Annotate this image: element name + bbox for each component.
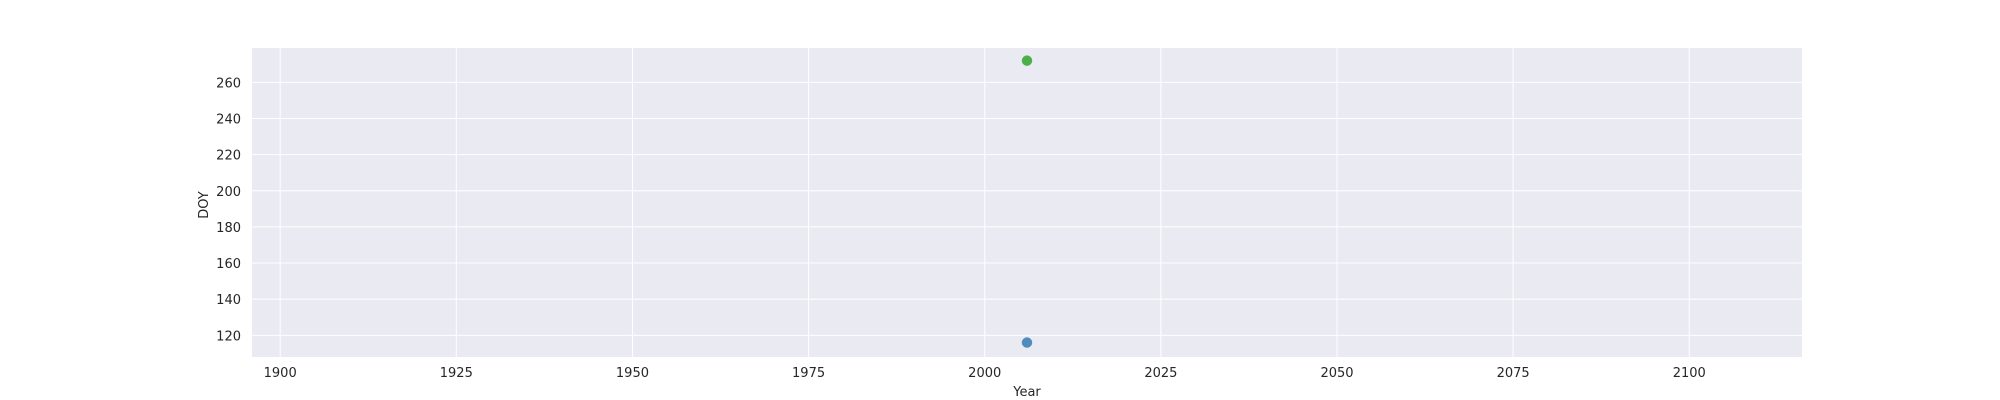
y-axis-label: DOY [197, 191, 212, 219]
x-gridlines [279, 48, 1690, 357]
x-tick-label: 2100 [1673, 366, 1706, 381]
x-tick-labels: 1900 1925 1950 1975 2000 2025 2050 2075 2100 [264, 366, 1706, 381]
x-tick-label: 1900 [264, 366, 297, 381]
plot-background [252, 48, 1802, 357]
y-tick-label: 220 [216, 149, 241, 164]
y-gridlines [252, 81, 1802, 336]
y-tick-labels: 120 140 160 180 200 220 240 260 [216, 76, 241, 344]
data-point-series-1 [1021, 337, 1033, 348]
x-tick-label: 2050 [1320, 366, 1353, 381]
y-tick-label: 160 [216, 257, 241, 272]
x-tick-label: 2000 [968, 366, 1001, 381]
x-tick-label: 1975 [792, 366, 825, 381]
x-tick-label: 1925 [440, 366, 473, 381]
x-axis-label: Year [1012, 385, 1041, 400]
x-tick-label: 1950 [616, 366, 649, 381]
x-tick-label: 2025 [1144, 366, 1177, 381]
y-tick-label: 120 [216, 329, 241, 344]
y-tick-label: 180 [216, 221, 241, 236]
x-tick-label: 2075 [1497, 366, 1530, 381]
y-tick-label: 140 [216, 293, 241, 308]
y-tick-label: 240 [216, 112, 241, 127]
data-points [1021, 55, 1033, 348]
y-tick-label: 200 [216, 185, 241, 200]
y-tick-label: 260 [216, 76, 241, 91]
data-point-series-2 [1021, 55, 1033, 66]
